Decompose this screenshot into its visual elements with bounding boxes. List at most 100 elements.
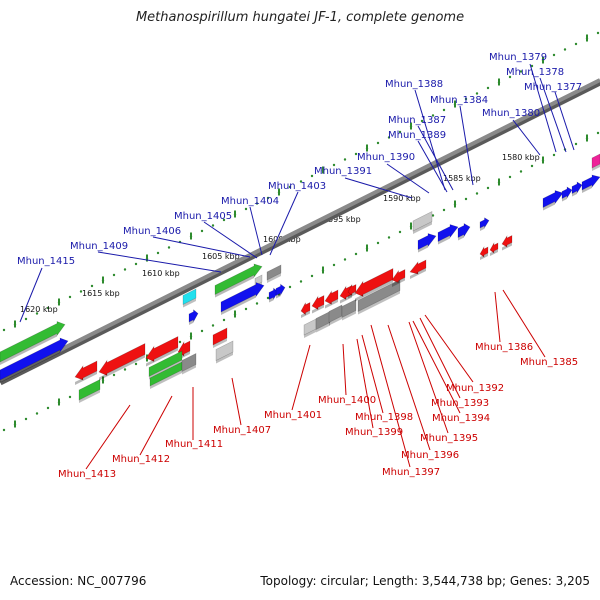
backbone-line: [0, 78, 600, 382]
leader-fwd: [417, 140, 448, 193]
upper-scale-dot: [431, 114, 435, 117]
gene-label-fwd: Mhun_1403: [268, 181, 326, 192]
gene-label-fwd: Mhun_1384: [430, 95, 488, 106]
lower-scale-dot: [244, 307, 248, 311]
leader-fwd: [529, 63, 557, 153]
lower-scale-dot: [398, 230, 402, 234]
topology-summary: Topology: circular; Length: 3,544,738 bp…: [260, 574, 590, 588]
gene-label-fwd: Mhun_1380: [482, 108, 540, 119]
upper-scale-dot: [222, 218, 226, 222]
gene-label-rev: Mhun_1397: [382, 467, 440, 478]
upper-scale-dot: [167, 246, 171, 249]
leader-rev: [85, 404, 131, 470]
gene-blue-fwd-5: [417, 233, 437, 250]
gene-cyan-shade: [183, 298, 196, 308]
gene-green-fwd-2: [214, 263, 263, 295]
gene-gray-rev-4: [341, 299, 357, 318]
gene-features: [0, 153, 600, 403]
upper-scale-dot: [464, 97, 468, 101]
leader-rev: [139, 395, 173, 456]
gene-green-fwd: [0, 321, 66, 363]
gene-blue-fwd-5-shade: [418, 244, 428, 253]
leader-rev: [494, 291, 501, 343]
upper-scale-dot: [134, 262, 138, 266]
gene-gray-rev-1: [181, 353, 197, 372]
upper-scale-dot: [35, 312, 39, 315]
lower-scale-dot: [255, 302, 259, 305]
lower-scale-dot: [134, 362, 138, 366]
leader-fwd: [539, 77, 567, 153]
gene-red-rev-16-shade: [502, 242, 512, 251]
leader-rev: [412, 320, 461, 414]
leader-rev: [361, 334, 384, 414]
leader-fwd: [459, 105, 474, 186]
gene-lightgray-rev: [215, 340, 234, 361]
gene-label-rev: Mhun_1396: [401, 450, 459, 461]
gene-red-rev-2-shade: [99, 354, 145, 381]
upper-scale-dot: [255, 202, 259, 205]
kbp-label: 1610 kbp: [142, 269, 180, 278]
upper-scale-dot: [299, 180, 303, 183]
gene-label-rev: Mhun_1407: [213, 425, 271, 436]
gene-red-rev-7-shade: [312, 304, 324, 314]
upper-scale-dot: [200, 229, 204, 233]
lower-scale-dot: [486, 186, 490, 190]
upper-scale-dot: [508, 75, 512, 79]
gene-red-rev-6-shade: [301, 310, 310, 318]
gene-red-rev-1-shade: [75, 371, 97, 385]
leader-rev: [424, 314, 474, 383]
leader-fwd: [417, 125, 454, 191]
gene-green-fwd-2-shade: [215, 275, 254, 298]
upper-scale-dot: [90, 284, 94, 288]
gene-red-rev-12-shade: [392, 277, 405, 287]
gene-red-rev-14-shade: [480, 253, 488, 260]
gene-label-fwd: Mhun_1390: [357, 152, 415, 163]
lower-scale-dot: [299, 280, 303, 283]
gene-lightgray-rev-shade: [216, 352, 233, 364]
lower-scale-dot: [343, 258, 347, 261]
map-title: Methanospirillum hungatei JF-1, complete…: [135, 10, 465, 25]
gene-blue-fwd-11-shade: [572, 191, 577, 197]
gene-blue-fwd-9-shade: [543, 201, 555, 211]
leader-rev: [408, 321, 449, 434]
gene-lightgray-fwd: [412, 211, 433, 232]
upper-scale-dot: [288, 185, 292, 189]
kbp-label: 1615 kbp: [82, 289, 120, 298]
gene-label-rev: Mhun_1392: [446, 383, 504, 394]
kbp-label: 1590 kbp: [383, 194, 421, 203]
leader-fwd: [97, 251, 222, 273]
leader-rev: [370, 324, 411, 468]
gene-label-fwd: Mhun_1379: [489, 52, 547, 63]
leader-fwd: [269, 191, 299, 256]
upper-scale-dot: [244, 207, 248, 211]
leader-fwd: [152, 236, 251, 258]
lower-scale-dot: [354, 252, 358, 256]
gene-green-rev-1-shade: [79, 389, 100, 403]
lower-scale-dot: [596, 131, 600, 135]
kbp-label: 1580 kbp: [502, 153, 540, 162]
lower-scale-dot: [123, 368, 127, 371]
gene-blue-small: [188, 309, 199, 323]
gene-gray-fwd-2-shade: [267, 273, 281, 283]
gene-label-fwd: Mhun_1405: [174, 211, 232, 222]
gene-gray-rev-2: [315, 311, 331, 330]
lower-scale-dot: [464, 197, 468, 201]
gene-red-rev-13-shade: [410, 268, 426, 279]
lower-scale-dot: [211, 324, 215, 327]
gene-blue-fwd-9: [542, 190, 564, 208]
gene-blue-fwd-2: [220, 282, 265, 313]
gene-lightgray-rev-2-shade: [304, 329, 316, 338]
gene-blue-fwd-10-shade: [562, 196, 567, 202]
leader-rev: [356, 338, 374, 429]
gene-red-rev-11-shade: [355, 279, 393, 302]
lower-scale-dot: [519, 170, 523, 173]
gene-label-fwd: Mhun_1415: [17, 256, 75, 267]
lower-scale-dot: [2, 428, 6, 432]
lower-scale-dot: [310, 274, 314, 278]
gene-red-rev-12: [391, 269, 406, 284]
gene-red-rev-9-shade: [340, 294, 352, 304]
leader-rev: [291, 344, 311, 411]
lower-scale-dot: [387, 236, 391, 239]
gene-gray-rev-1-shade: [182, 364, 196, 375]
gene-blue-fwd-3: [268, 287, 279, 301]
